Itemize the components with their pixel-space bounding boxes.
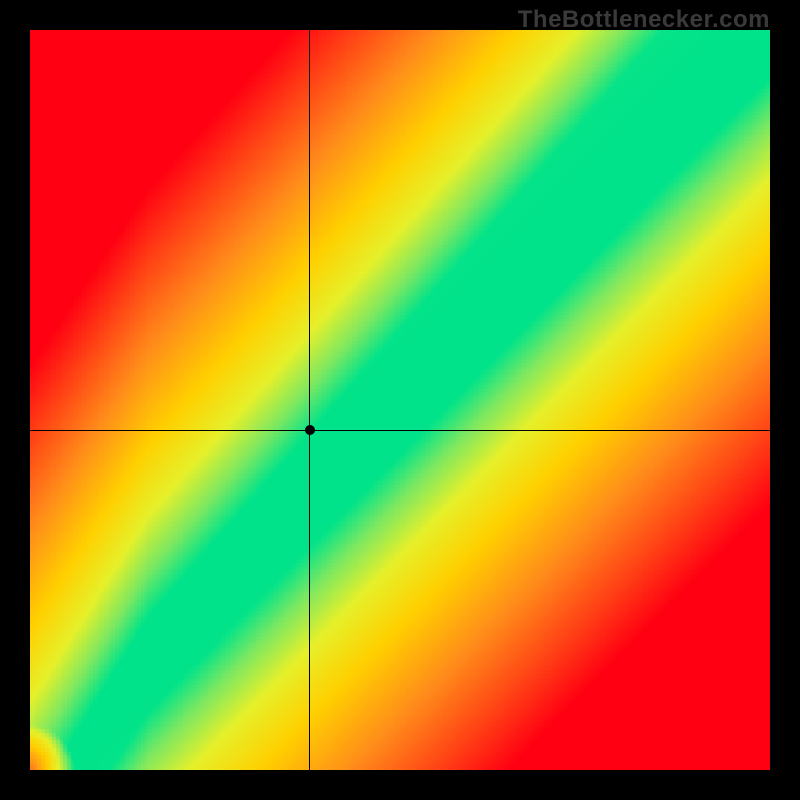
crosshair-vertical <box>309 30 310 770</box>
watermark-text: TheBottlenecker.com <box>518 6 770 34</box>
heatmap-canvas <box>30 30 770 770</box>
crosshair-horizontal <box>30 430 770 431</box>
